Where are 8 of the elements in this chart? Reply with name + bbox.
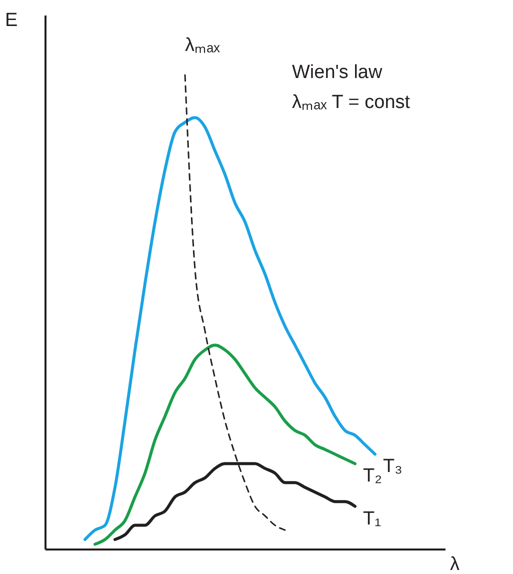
series-label: T₂ <box>363 466 382 487</box>
text: λₘₐₓ <box>185 35 221 56</box>
series-label: T₃ <box>383 456 402 478</box>
annotation: λₘₐₓ T = const <box>292 92 411 113</box>
x-axis-title: λ <box>450 554 460 574</box>
annotation: Wien's law <box>292 62 382 83</box>
y-axis-title: E <box>5 10 18 31</box>
series-label: T₁ <box>363 508 382 530</box>
